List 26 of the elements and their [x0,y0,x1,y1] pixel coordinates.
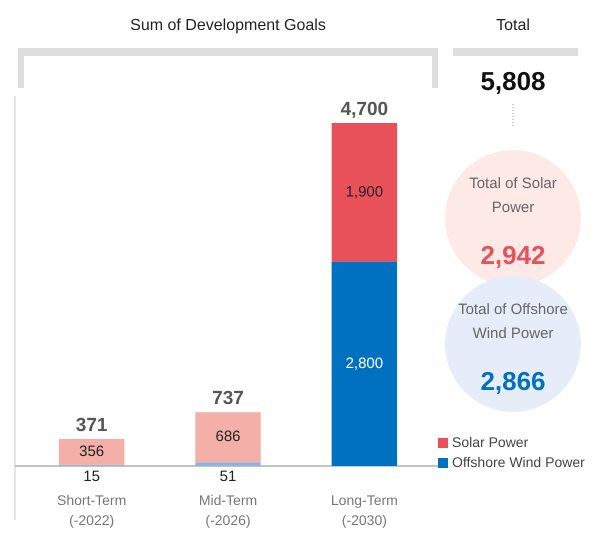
text: Total [496,17,530,34]
legend-label: Solar Power [452,434,529,450]
total-label: 737 [212,388,244,410]
text: Sum of Development Goals [130,17,326,34]
bar [58,438,124,465]
x-tick-label: Mid-Term (-2026) [198,492,258,528]
text: Total of Solar Power [469,175,557,216]
total-label: 371 [76,414,108,436]
x-tick-label: Long-Term (-2030) [330,492,398,528]
bar [332,262,398,466]
data-label: 2,800 [346,354,384,372]
bar [195,462,261,466]
text: 2,866 [480,366,546,396]
legend-label: Offshore Wind Power [452,454,586,470]
bar [195,412,261,462]
text: 5,808 [480,66,546,96]
text: Total of Offshore Wind Power [458,301,568,342]
bar [332,123,398,262]
data-label: 15 [83,468,100,485]
x-tick-label: Short-Term (-2022) [57,492,126,528]
total-label: 4,700 [340,99,388,120]
data-label: 51 [220,468,236,485]
text: 2,942 [480,240,546,270]
data-label: 356 [79,442,104,460]
data-label: 1,900 [346,183,384,200]
data-label: 686 [215,428,241,446]
